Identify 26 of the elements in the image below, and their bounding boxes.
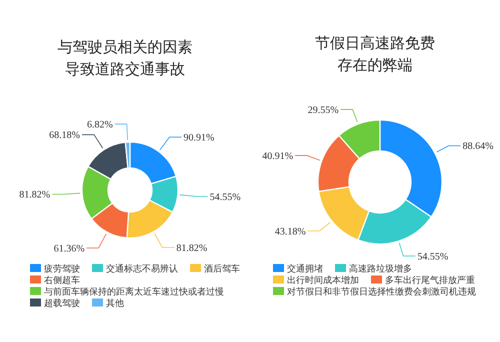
legend-label: 交通标志不易辨认	[106, 264, 178, 274]
legend-label: 超载驾驶	[44, 298, 80, 309]
legend-label: 右侧超车	[44, 275, 80, 286]
data-label: 43.18%	[274, 226, 306, 238]
data-label: 68.18%	[49, 130, 80, 142]
data-label: 54.55%	[210, 192, 241, 203]
data-label: 61.36%	[54, 244, 85, 255]
data-label: 54.55%	[417, 252, 448, 262]
data-label: 88.64%	[462, 141, 494, 152]
legend-label: 对节假日和非节假日选择性缴费会刺激司机违规	[287, 286, 476, 298]
data-label: 29.55%	[308, 104, 339, 116]
data-label: 90.91%	[183, 132, 214, 144]
legend-label: 其他	[106, 298, 124, 309]
chart-title: 与驾驶员相关的因素导致道路交通事故	[58, 38, 192, 78]
data-label: 81.82%	[176, 243, 208, 254]
legend-label: 多车出行尾气排放严重	[385, 275, 475, 286]
legend-label: 高速路垃圾增多	[349, 264, 412, 274]
data-label: 81.82%	[19, 190, 50, 201]
legend-label: 与前面车辆保持的距离太近车速过快或者过慢	[44, 286, 224, 298]
legend-label: 酒后驾车	[204, 264, 240, 274]
legend-label: 疲劳驾驶	[44, 264, 80, 274]
data-label: 6.82%	[86, 120, 113, 131]
data-label: 40.91%	[262, 151, 294, 162]
legend-label: 交通拥堵	[287, 264, 323, 274]
legend-label: 出行时间成本增加	[287, 275, 359, 286]
chart-title: 节假日高速路免费存在的弊端	[315, 34, 435, 74]
